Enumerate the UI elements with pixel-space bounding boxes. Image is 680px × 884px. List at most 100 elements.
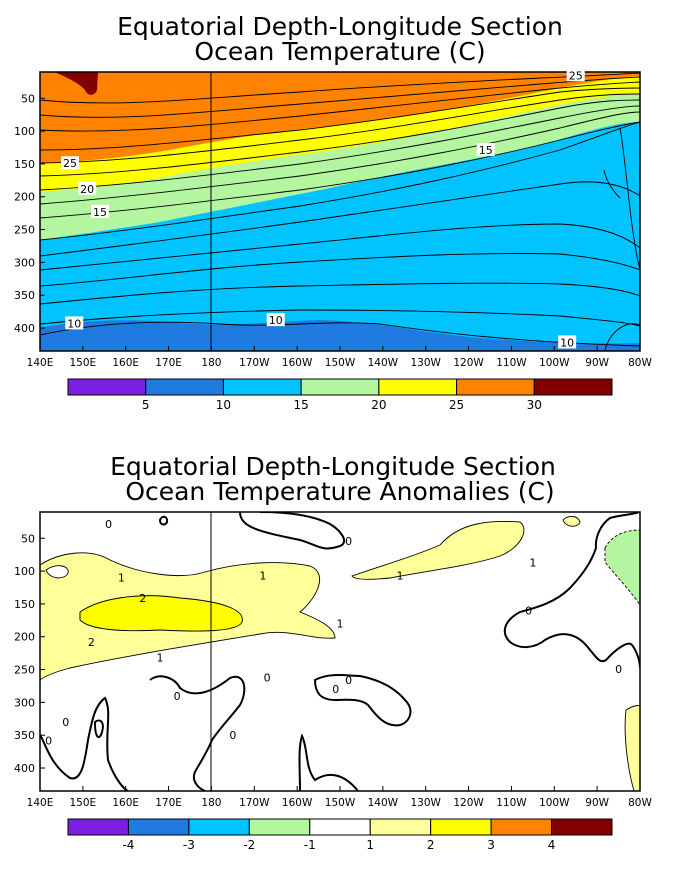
y-tick-label: 300 — [14, 256, 35, 269]
colorbar-swatch — [67, 818, 129, 836]
chart1-colorbar: 5 10 15 20 25 30 — [67, 378, 613, 412]
band-25-30 — [40, 72, 640, 163]
x-tick-label: 90W — [585, 797, 609, 809]
colorbar-label: 20 — [371, 398, 386, 412]
colorbar-swatch — [248, 818, 311, 836]
contour-label: 10 — [67, 317, 81, 330]
colorbar-label: 15 — [294, 398, 309, 412]
anomaly-positive-1-small — [563, 516, 580, 527]
contour-label: 0 — [615, 663, 622, 676]
chart2-colorbar: -4 -3 -2 -1 1 2 3 4 — [67, 818, 613, 852]
contour-label: 2 — [88, 636, 95, 649]
contour-label: 1 — [157, 652, 164, 665]
temperature-field — [40, 72, 640, 351]
colorbar-swatch — [127, 818, 190, 836]
x-tick-label: 120W — [453, 357, 484, 369]
contour-label-bg — [558, 335, 577, 349]
contour-label-bg — [566, 68, 585, 82]
chart1-x-axis: 140E 150E 160E 170E 180 170W 160W 150W 140W 130W 1… — [27, 346, 652, 369]
x-tick-label: 170W — [239, 797, 270, 809]
x-tick-label: 140E — [27, 797, 54, 809]
contour-label-bg — [476, 143, 495, 157]
contour-label: 0 — [345, 674, 352, 687]
colorbar-label: 30 — [527, 398, 542, 412]
x-tick-label: 160W — [282, 797, 313, 809]
anomaly-chart: Equatorial Depth-Longitude Section Ocean… — [14, 452, 652, 852]
contour-label: 0 — [105, 518, 112, 531]
contour-label: 0 — [45, 734, 52, 747]
colorbar-swatch — [533, 378, 613, 396]
contour-label: 0 — [332, 683, 339, 696]
contour-label: 25 — [569, 69, 583, 82]
x-tick-label: 160W — [282, 357, 313, 369]
x-tick-label: 140E — [27, 357, 54, 369]
x-tick-label: 130W — [410, 797, 441, 809]
colorbar-label: -4 — [122, 838, 134, 852]
y-tick-label: 150 — [14, 598, 35, 611]
chart2-y-axis: 50 100 150 200 250 300 350 400 — [14, 532, 45, 775]
x-tick-label: 100W — [539, 797, 570, 809]
y-tick-label: 150 — [14, 158, 35, 171]
y-tick-label: 100 — [14, 565, 35, 578]
colorbar-swatch — [551, 818, 613, 836]
x-tick-label: 180 — [201, 357, 221, 369]
x-tick-label: 170W — [239, 357, 270, 369]
contour-label-bg — [78, 181, 97, 195]
colorbar-label: 25 — [449, 398, 464, 412]
colorbar-swatch — [430, 818, 492, 836]
contour-label-bg — [91, 204, 109, 218]
colorbar-swatch — [300, 378, 380, 396]
anomaly-zero-contours — [40, 512, 640, 791]
colorbar-label: -2 — [243, 838, 255, 852]
chart2-title: Equatorial Depth-Longitude Section — [110, 452, 556, 481]
y-tick-label: 350 — [14, 289, 35, 302]
colorbar-label: 10 — [216, 398, 231, 412]
contour-label-bg — [61, 156, 79, 170]
x-tick-label: 170E — [155, 797, 182, 809]
anomaly-negative-1-region — [605, 530, 640, 605]
y-tick-label: 50 — [21, 532, 35, 545]
colorbar-swatch — [490, 818, 553, 836]
y-tick-label: 250 — [14, 224, 35, 237]
contour-label: 1 — [529, 557, 536, 570]
contour-label: 20 — [80, 183, 94, 196]
colorbar-swatch — [188, 818, 250, 836]
colorbar-swatch — [309, 818, 371, 836]
x-tick-label: 170E — [155, 357, 182, 369]
x-tick-label: 150E — [70, 357, 97, 369]
x-tick-label: 140W — [368, 357, 399, 369]
contour-label-bg — [266, 313, 285, 327]
y-tick-label: 350 — [14, 729, 35, 742]
y-tick-label: 250 — [14, 664, 35, 677]
contour-label: 0 — [174, 690, 181, 703]
contour-label: 15 — [93, 206, 107, 219]
band-5-10 — [40, 320, 640, 351]
colorbar-label: 2 — [427, 838, 435, 852]
contour-label: 0 — [62, 716, 69, 729]
contour-label: 0 — [264, 671, 271, 684]
temperature-chart: Equatorial Depth-Longitude Section Ocean… — [14, 12, 652, 412]
chart2-subtitle: Ocean Temperature Anomalies (C) — [125, 477, 554, 506]
chart1-title: Equatorial Depth-Longitude Section — [117, 12, 563, 41]
colorbar-label: -1 — [304, 838, 316, 852]
y-tick-label: 50 — [21, 92, 35, 105]
x-tick-label: 110W — [496, 357, 527, 369]
anomaly-white-hole — [46, 565, 69, 578]
contour-label: 1 — [397, 570, 404, 583]
colorbar-swatch — [456, 378, 535, 396]
colorbar-swatch — [145, 378, 224, 396]
x-tick-label: 150E — [70, 797, 97, 809]
y-tick-label: 200 — [14, 191, 35, 204]
anomaly-positive-contours — [40, 516, 640, 791]
x-tick-label: 150W — [325, 797, 356, 809]
x-tick-label: 130W — [410, 357, 441, 369]
x-tick-label: 110W — [496, 797, 527, 809]
colorbar-label: 1 — [366, 838, 374, 852]
x-tick-label: 180 — [201, 797, 221, 809]
anomaly-field — [40, 512, 640, 791]
contour-label: 10 — [269, 314, 283, 327]
colorbar-label: -3 — [183, 838, 195, 852]
